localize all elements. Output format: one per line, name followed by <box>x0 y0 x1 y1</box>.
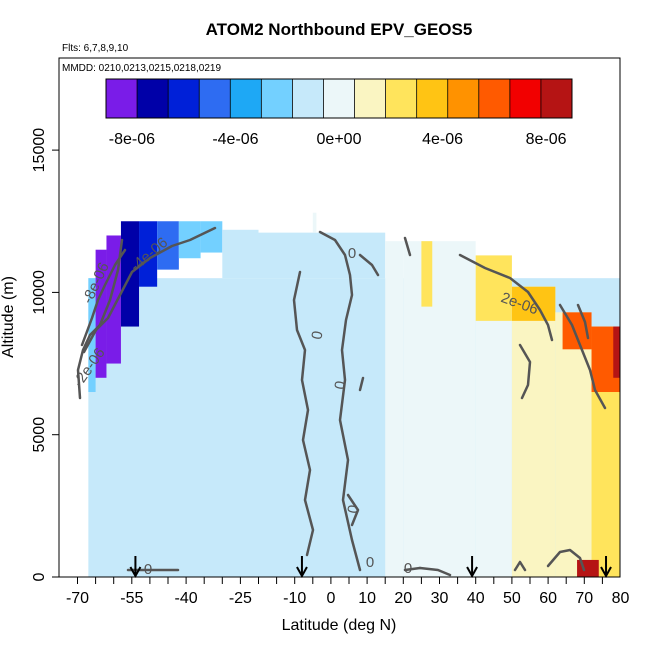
field-cell-9 <box>258 232 386 279</box>
x-tick-label: 50 <box>503 590 521 607</box>
contour-line-7 <box>346 493 360 527</box>
x-tick-label: 30 <box>431 590 449 607</box>
contour-label-9: 0 <box>144 561 152 578</box>
field-cell-23 <box>312 212 317 233</box>
contour-line-17 <box>403 566 422 572</box>
colorbar-tick-label: -8e-06 <box>109 131 155 148</box>
contour-line-12 <box>576 303 590 340</box>
field-cell-10 <box>385 241 404 577</box>
field-cell-15 <box>511 286 556 577</box>
epv-field <box>88 212 620 577</box>
contour-label-8: 0 <box>366 554 374 571</box>
colorbar-tick-label: -4e-06 <box>212 131 258 148</box>
x-tick-label: -10 <box>283 590 306 607</box>
colorbar-frame <box>105 78 573 119</box>
contour-line-1 <box>82 226 217 354</box>
x-tick-label: 40 <box>467 590 485 607</box>
colorbar-swatch-3 <box>199 79 231 118</box>
colorbar-swatch-1 <box>137 79 169 118</box>
y-tick-label: 15000 <box>31 128 48 173</box>
colorbar-swatch-2 <box>168 79 200 118</box>
x-tick-label: 70 <box>575 590 593 607</box>
y-axis: 0 5000 10000 15000 <box>31 128 59 581</box>
x-tick-label: 20 <box>394 590 412 607</box>
contour-line-9 <box>458 253 554 342</box>
field-cell-16 <box>511 286 556 321</box>
colorbar-tick-label: 4e-06 <box>422 131 463 148</box>
x-tick-label: 60 <box>539 590 557 607</box>
chart-title: ATOM2 Northbound EPV_GEOS5 <box>206 20 473 39</box>
contour-label-4: 0 <box>348 245 356 262</box>
flight-arrow-head <box>296 566 308 579</box>
contour-line-6 <box>358 376 365 392</box>
colorbar-swatch-11 <box>447 79 479 118</box>
colorbar-swatch-6 <box>292 79 324 118</box>
x-axis: -70 -55 -40 -25 -10 0 10 20 30 40 50 60 70 80 <box>66 577 630 607</box>
colorbar-swatch-10 <box>416 79 448 118</box>
contour-line-3 <box>292 270 315 557</box>
flight-arrow-head <box>466 566 478 579</box>
contour-line-4 <box>318 230 362 572</box>
contour-line-11 <box>558 303 607 410</box>
field-cell-7 <box>200 221 223 253</box>
plot-frame <box>58 57 621 578</box>
contour-line-5 <box>358 253 380 277</box>
colorbar-swatch-7 <box>323 79 355 118</box>
colorbar-swatch-4 <box>230 79 262 118</box>
colorbar-tick-label: 0e+00 <box>317 131 362 148</box>
contour-line-2 <box>80 248 127 347</box>
field-cell-5 <box>157 221 179 270</box>
field-cell-21 <box>613 326 620 378</box>
flight-arrow-head <box>129 566 142 579</box>
contour-line-14 <box>546 548 586 572</box>
flight-arrows <box>129 556 612 579</box>
x-axis-title: Latitude (deg N) <box>282 617 397 634</box>
colorbar-swatch-12 <box>478 79 510 118</box>
contour-line-15 <box>513 560 527 572</box>
field-cell-1 <box>95 249 107 378</box>
field-cell-11 <box>403 241 476 577</box>
dates-note: MMDD: 0210,0213,0215,0218,0219 <box>62 63 221 74</box>
flight-arrow-head <box>600 566 612 579</box>
field-cell-4 <box>139 221 158 287</box>
contour-label-6: 0 <box>331 380 349 391</box>
x-tick-label: -55 <box>120 590 143 607</box>
colorbar-swatch-13 <box>509 79 541 118</box>
x-tick-label: -25 <box>229 590 252 607</box>
y-tick-label: 10000 <box>31 270 48 315</box>
y-tick-label: 0 <box>31 572 48 581</box>
contour-label-7: 0 <box>344 504 362 515</box>
contour-line-13 <box>418 566 452 577</box>
field-cell-8 <box>222 229 259 279</box>
y-axis-title: Altitude (m) <box>0 276 17 358</box>
x-tick-label: 80 <box>612 590 630 607</box>
contour-label-10: 0 <box>404 560 412 577</box>
colorbar: -8e-06 -4e-06 0e+00 4e-06 8e-06 <box>105 78 573 148</box>
contour-line-10 <box>518 343 532 400</box>
colorbar-swatch-8 <box>354 79 386 118</box>
x-tick-label: -40 <box>175 590 198 607</box>
colorbar-swatch-14 <box>540 79 572 118</box>
colorbar-tick-label: 8e-06 <box>526 131 567 148</box>
x-tick-label: 0 <box>326 590 335 607</box>
contour-label-5: 0 <box>308 330 326 341</box>
epv-contours <box>76 226 607 577</box>
y-tick-label: 5000 <box>31 417 48 453</box>
contour-line-8 <box>403 236 412 257</box>
colorbar-swatch-5 <box>261 79 293 118</box>
colorbar-swatch-9 <box>385 79 417 118</box>
field-cell-12 <box>421 241 433 307</box>
field-cell-17 <box>555 312 592 577</box>
x-tick-label: -70 <box>66 590 89 607</box>
x-tick-label: 10 <box>358 590 376 607</box>
colorbar-swatch-0 <box>106 79 138 118</box>
flights-note: Flts: 6,7,8,9,10 <box>62 43 129 54</box>
